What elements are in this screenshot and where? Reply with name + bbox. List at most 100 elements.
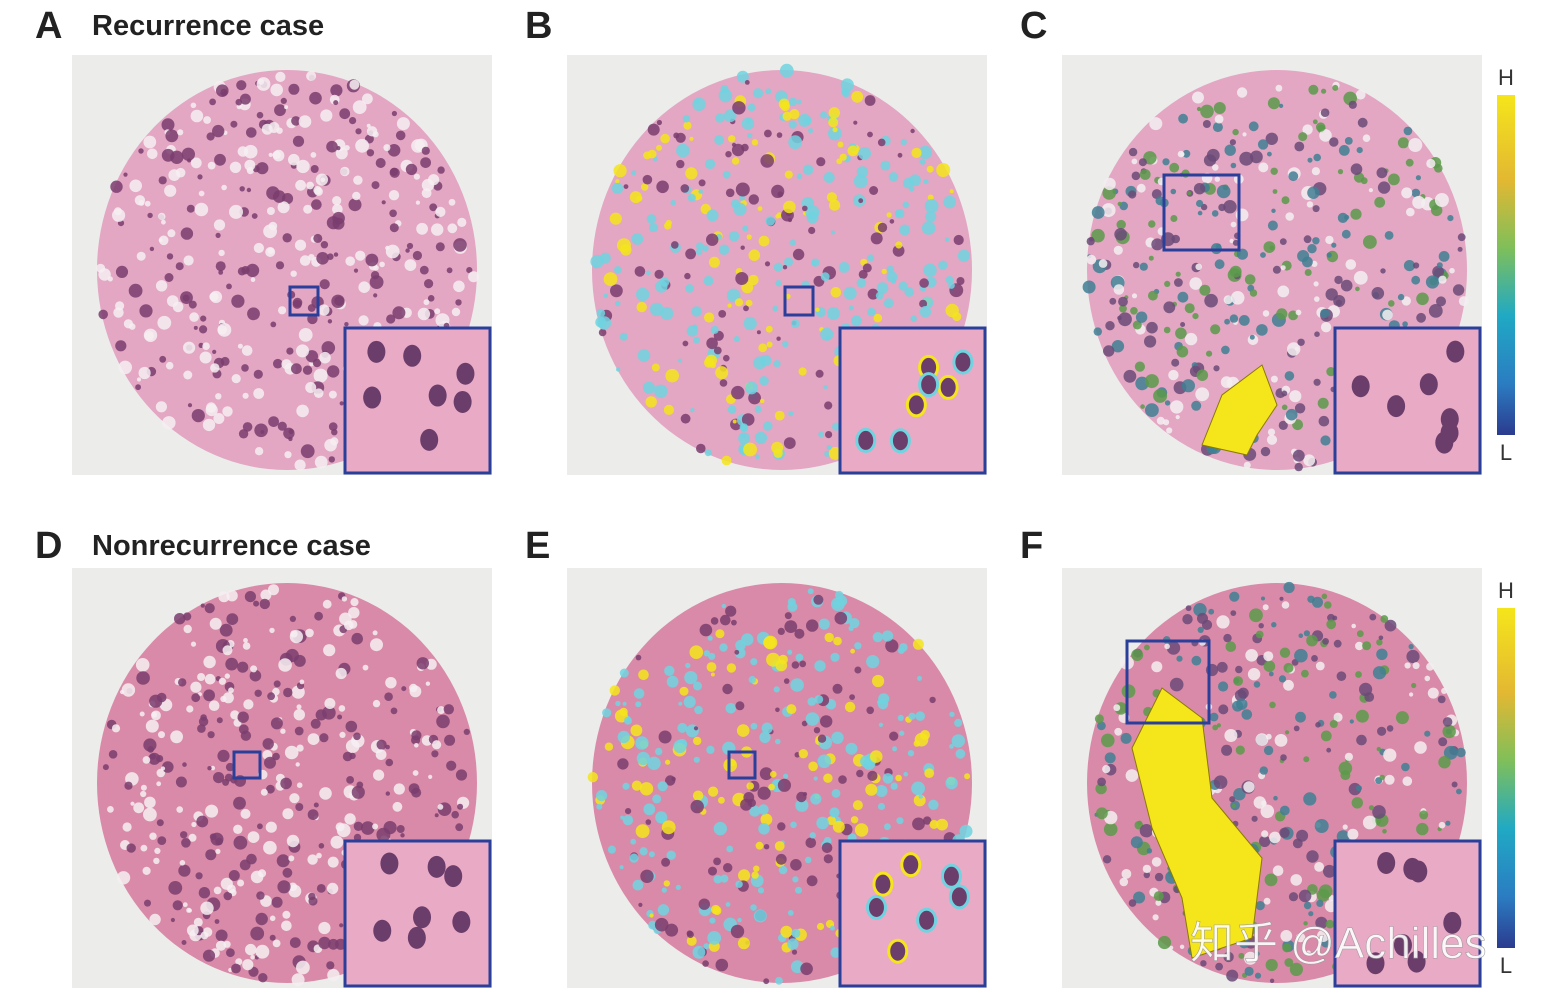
texture-dot <box>1255 901 1265 911</box>
texture-dot <box>203 689 216 702</box>
texture-dot <box>1178 113 1188 124</box>
texture-dot <box>851 90 864 103</box>
texture-dot <box>924 768 935 778</box>
texture-dot <box>1095 782 1107 795</box>
texture-dot <box>747 133 753 139</box>
texture-dot <box>226 283 232 290</box>
texture-dot <box>646 214 657 224</box>
texture-dot <box>790 678 804 692</box>
texture-dot <box>175 776 187 788</box>
texture-dot <box>362 664 369 671</box>
texture-dot <box>225 657 239 671</box>
texture-dot <box>1101 203 1116 218</box>
texture-dot <box>730 199 740 209</box>
texture-dot <box>761 722 773 734</box>
texture-dot <box>878 722 884 727</box>
texture-dot <box>435 206 446 217</box>
texture-dot <box>421 178 435 192</box>
texture-dot <box>164 184 177 197</box>
inset-nucleus <box>1443 911 1462 934</box>
texture-dot <box>867 131 873 138</box>
texture-dot <box>789 109 800 120</box>
panel-label: D <box>35 525 62 567</box>
texture-dot <box>256 77 271 91</box>
texture-dot <box>209 98 217 106</box>
texture-dot <box>1288 171 1299 182</box>
texture-dot <box>428 774 433 780</box>
texture-dot <box>1388 300 1395 307</box>
texture-dot <box>296 704 302 710</box>
texture-dot <box>838 775 847 784</box>
texture-dot <box>425 681 431 686</box>
texture-dot <box>1311 655 1318 662</box>
texture-dot <box>197 673 206 681</box>
texture-dot <box>1458 296 1469 307</box>
texture-dot <box>664 222 672 230</box>
texture-dot <box>186 204 195 213</box>
texture-dot <box>884 823 891 831</box>
texture-dot <box>1376 746 1382 752</box>
texture-dot <box>615 700 621 707</box>
texture-dot <box>725 703 737 714</box>
texture-dot <box>254 689 262 697</box>
texture-dot <box>685 724 699 738</box>
texture-dot <box>1233 676 1243 686</box>
texture-dot <box>215 929 228 942</box>
texture-dot <box>330 437 339 446</box>
texture-dot <box>237 267 247 276</box>
texture-dot <box>813 594 824 605</box>
texture-dot <box>803 164 814 175</box>
texture-dot <box>375 749 387 760</box>
texture-dot <box>361 821 375 835</box>
texture-dot <box>666 675 679 688</box>
texture-dot <box>923 263 937 277</box>
texture-dot <box>256 891 265 900</box>
texture-dot <box>339 612 352 626</box>
texture-dot <box>164 273 174 282</box>
texture-dot <box>288 153 300 166</box>
texture-dot <box>731 143 745 157</box>
texture-dot <box>276 854 290 868</box>
texture-dot <box>142 756 151 764</box>
texture-dot <box>617 758 629 770</box>
texture-dot <box>877 138 886 147</box>
texture-dot <box>1436 296 1446 307</box>
texture-dot <box>1318 415 1330 427</box>
texture-dot <box>1307 157 1313 163</box>
texture-dot <box>1214 259 1225 270</box>
texture-dot <box>1229 265 1242 278</box>
inset-nucleus <box>1440 408 1459 431</box>
texture-dot <box>710 325 719 334</box>
texture-dot <box>817 734 827 743</box>
texture-dot <box>255 912 268 926</box>
texture-dot <box>673 739 687 754</box>
texture-dot <box>313 388 324 399</box>
texture-dot <box>889 731 899 741</box>
texture-dot <box>283 687 293 698</box>
texture-dot <box>451 810 460 819</box>
texture-dot <box>307 854 318 865</box>
texture-dot <box>756 330 761 335</box>
texture-dot <box>710 672 715 677</box>
texture-dot <box>1103 822 1118 837</box>
texture-dot <box>271 896 283 908</box>
texture-dot <box>647 756 661 770</box>
texture-dot <box>1174 278 1183 287</box>
texture-dot <box>890 782 898 790</box>
texture-dot <box>753 356 766 370</box>
texture-dot <box>272 149 285 162</box>
texture-dot <box>1288 310 1298 321</box>
texture-dot <box>244 591 256 603</box>
texture-dot <box>1086 254 1097 265</box>
texture-dot <box>1338 145 1350 156</box>
panel-title: Recurrence case <box>92 10 324 42</box>
texture-dot <box>809 832 816 839</box>
texture-dot <box>831 789 841 798</box>
texture-dot <box>886 212 892 218</box>
texture-dot <box>1200 104 1214 119</box>
texture-dot <box>1329 720 1338 728</box>
texture-dot <box>703 275 714 286</box>
texture-dot <box>1355 709 1369 723</box>
texture-dot <box>1313 153 1321 162</box>
texture-dot <box>1447 215 1454 222</box>
